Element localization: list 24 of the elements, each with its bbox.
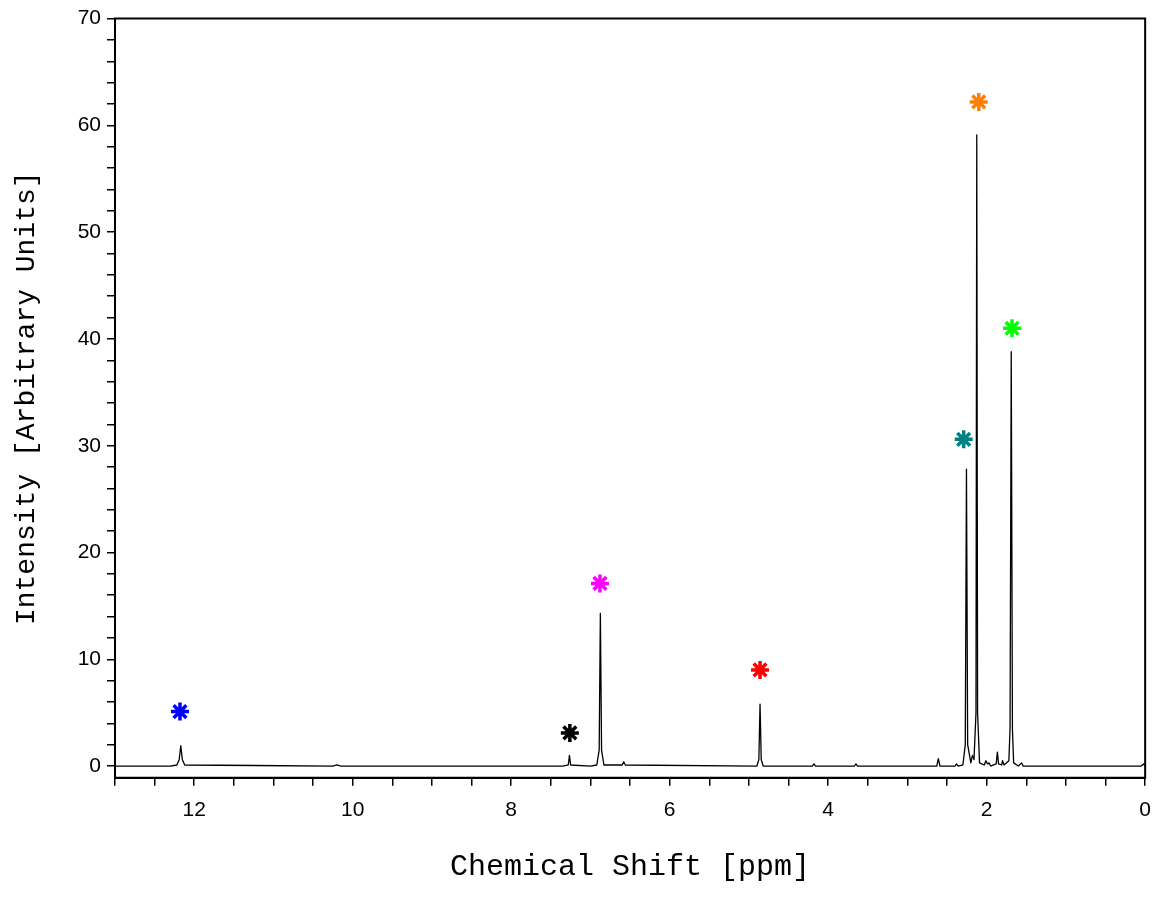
x-tick-label: 12 <box>182 797 206 821</box>
point <box>559 722 581 744</box>
y-tick-label: 0 <box>89 752 101 776</box>
x-axis-title: Chemical Shift [ppm] <box>450 849 811 884</box>
point <box>749 659 771 681</box>
point <box>169 700 191 723</box>
x-tick-label: 10 <box>341 797 365 821</box>
point <box>589 572 611 595</box>
y-tick-label: 50 <box>77 218 101 242</box>
y-tick-label: 40 <box>77 325 101 349</box>
point <box>968 91 990 113</box>
y-axis-title: Intensity [Arbitrary Units] <box>11 171 43 626</box>
y-tick-label: 70 <box>77 5 101 29</box>
point <box>1001 317 1023 340</box>
x-tick-label: 8 <box>505 797 518 821</box>
point <box>952 428 975 451</box>
x-tick-label: 6 <box>663 797 676 821</box>
x-tick-label: 0 <box>1139 797 1151 821</box>
y-tick-label: 20 <box>77 539 101 563</box>
y-tick-label: 60 <box>77 112 101 136</box>
y-tick-label: 30 <box>77 432 101 456</box>
x-tick-label: 2 <box>980 797 993 821</box>
y-tick-label: 10 <box>77 646 101 670</box>
x-tick-label: 4 <box>822 797 835 821</box>
